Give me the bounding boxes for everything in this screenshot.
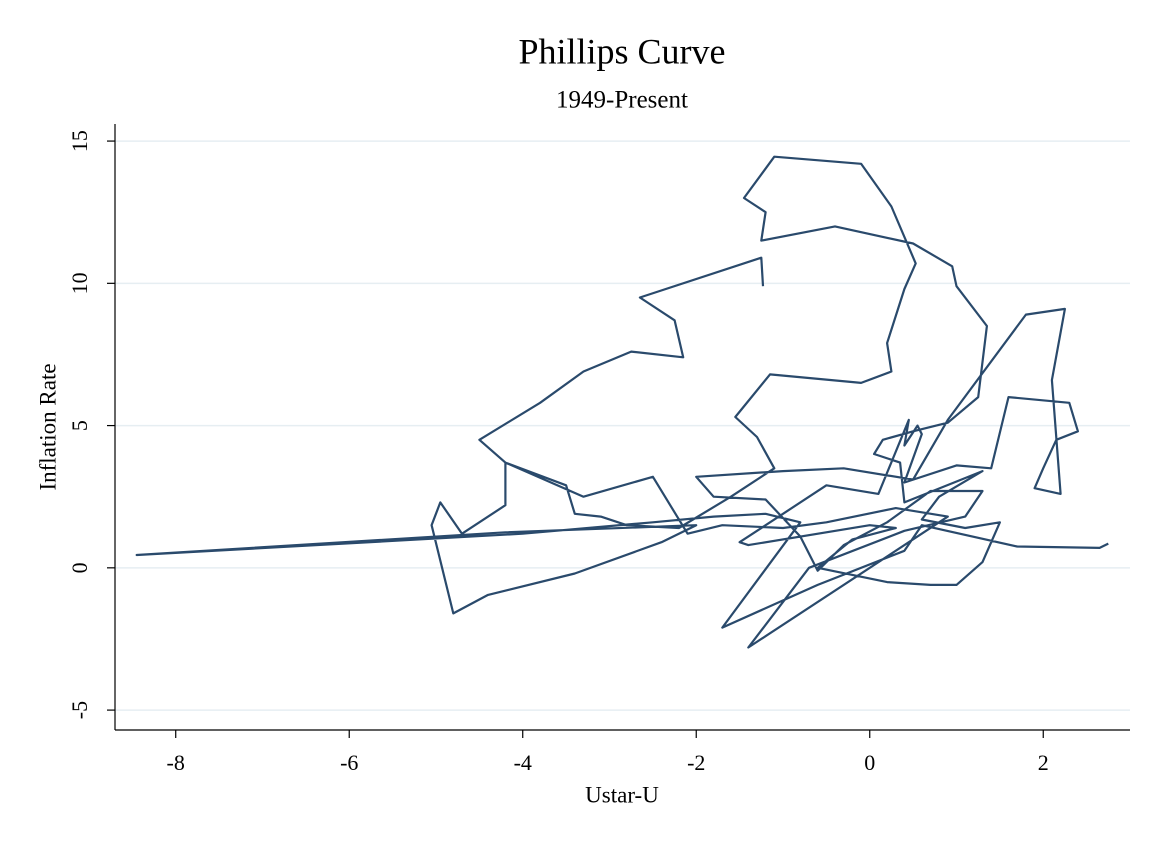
chart-subtitle: 1949-Present: [556, 87, 688, 114]
x-tick-label: 2: [1038, 750, 1049, 775]
x-tick-label: 0: [864, 750, 875, 775]
y-tick-label: -5: [67, 701, 92, 719]
x-tick-label: -6: [340, 750, 358, 775]
y-tick-label: 0: [67, 562, 92, 573]
x-tick-label: -2: [687, 750, 705, 775]
data-line: [135, 155, 1109, 649]
y-tick-label: 10: [67, 272, 92, 294]
y-tick-label: 15: [67, 130, 92, 152]
x-tick-label: -8: [167, 750, 185, 775]
y-tick-label: 5: [67, 420, 92, 431]
chart-title: Phillips Curve: [518, 31, 725, 71]
y-axis-label: Inflation Rate: [35, 363, 60, 490]
x-tick-label: -4: [514, 750, 532, 775]
x-axis-label: Ustar-U: [585, 782, 659, 807]
